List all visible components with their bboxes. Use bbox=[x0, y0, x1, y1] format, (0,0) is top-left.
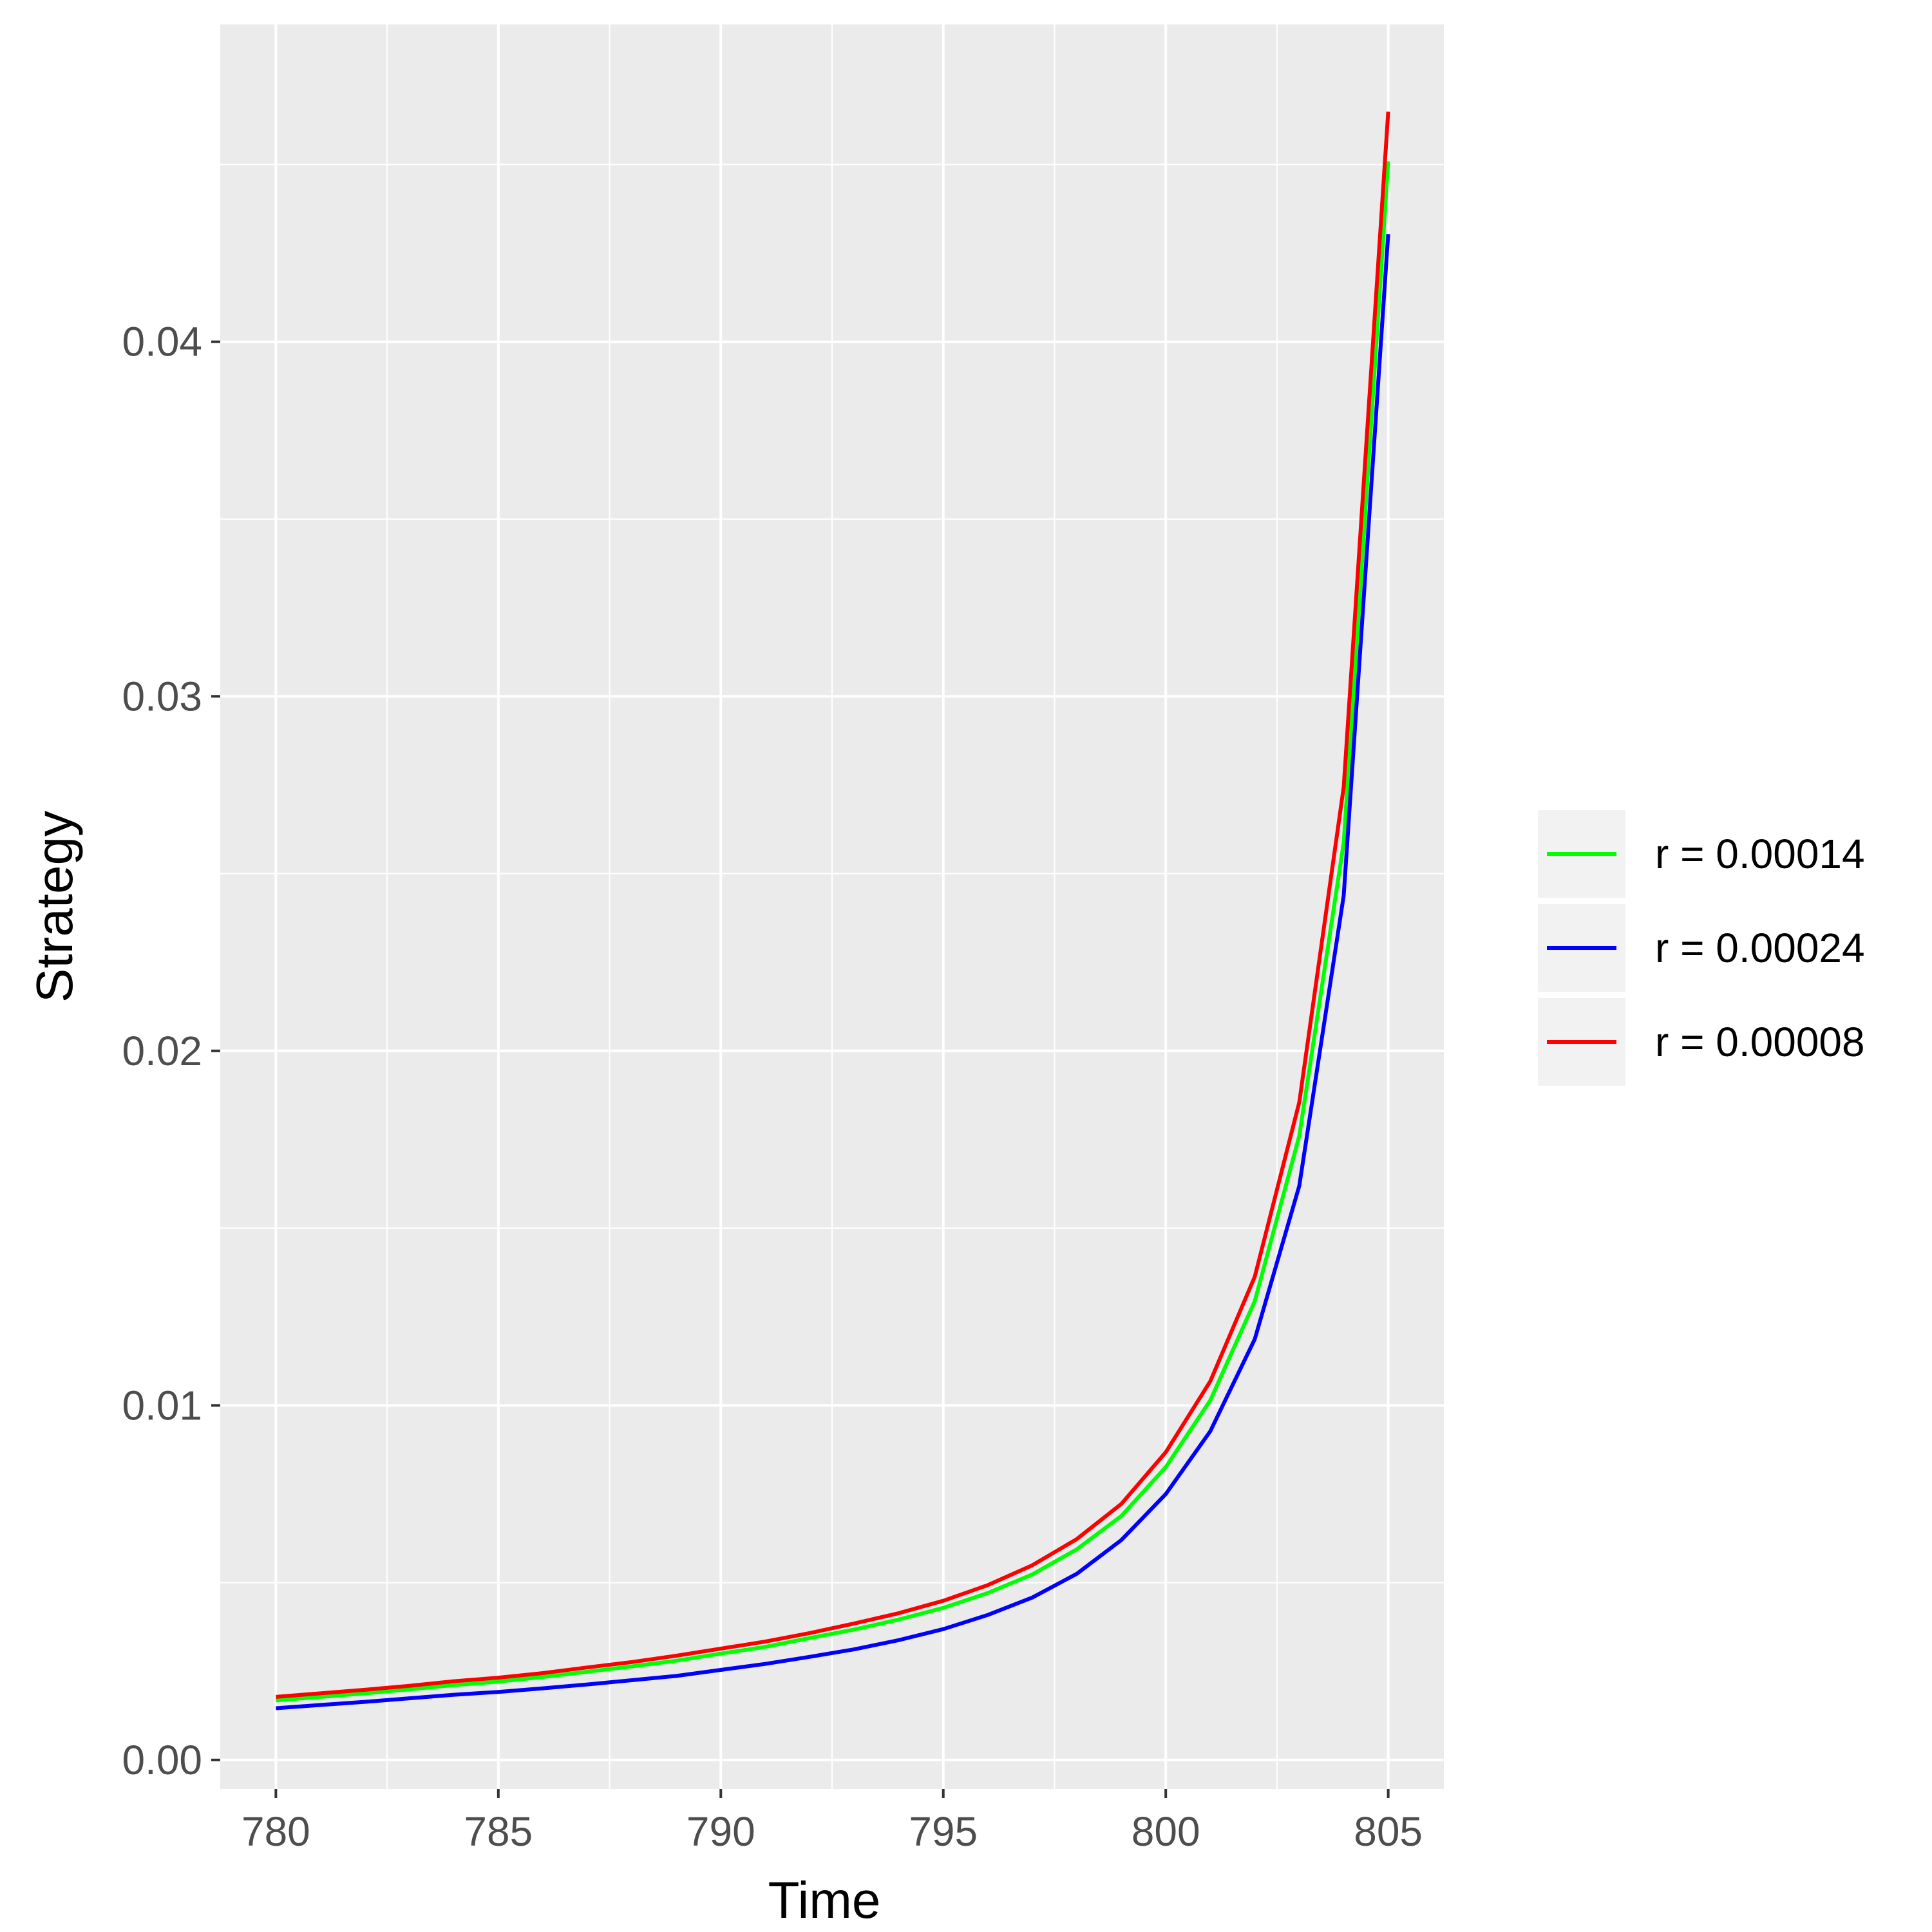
x-tick-label: 785 bbox=[464, 1808, 533, 1855]
legend-label: r = 0.00014 bbox=[1655, 831, 1865, 877]
series-line-2 bbox=[276, 234, 1390, 1710]
x-tick-label: 800 bbox=[1132, 1808, 1200, 1855]
series-lines bbox=[276, 111, 1390, 1710]
legend: r = 0.00014 r = 0.00024 r = 0.00008 bbox=[1538, 810, 1865, 1086]
y-tick-label: 0.02 bbox=[122, 1028, 202, 1074]
grid bbox=[220, 24, 1444, 1789]
legend-label: r = 0.00024 bbox=[1655, 925, 1865, 971]
axes: 780 785 790 795 800 805 0.00 0.01 0.02 0.03 0.04 bbox=[122, 319, 1423, 1855]
series-line-3 bbox=[276, 111, 1390, 1699]
x-axis-title: Time bbox=[768, 1871, 881, 1929]
x-tick-label: 780 bbox=[242, 1808, 310, 1855]
y-tick-label: 0.00 bbox=[122, 1737, 202, 1783]
series-line-1 bbox=[276, 161, 1390, 1703]
x-tick-label: 805 bbox=[1354, 1808, 1423, 1855]
legend-label: r = 0.00008 bbox=[1655, 1019, 1865, 1065]
x-tick-label: 795 bbox=[909, 1808, 978, 1855]
x-tick-label: 790 bbox=[687, 1808, 755, 1855]
y-tick-label: 0.01 bbox=[122, 1382, 202, 1428]
y-tick-label: 0.04 bbox=[122, 319, 202, 365]
y-tick-label: 0.03 bbox=[122, 673, 202, 719]
y-axis-title: Strategy bbox=[26, 811, 83, 1003]
